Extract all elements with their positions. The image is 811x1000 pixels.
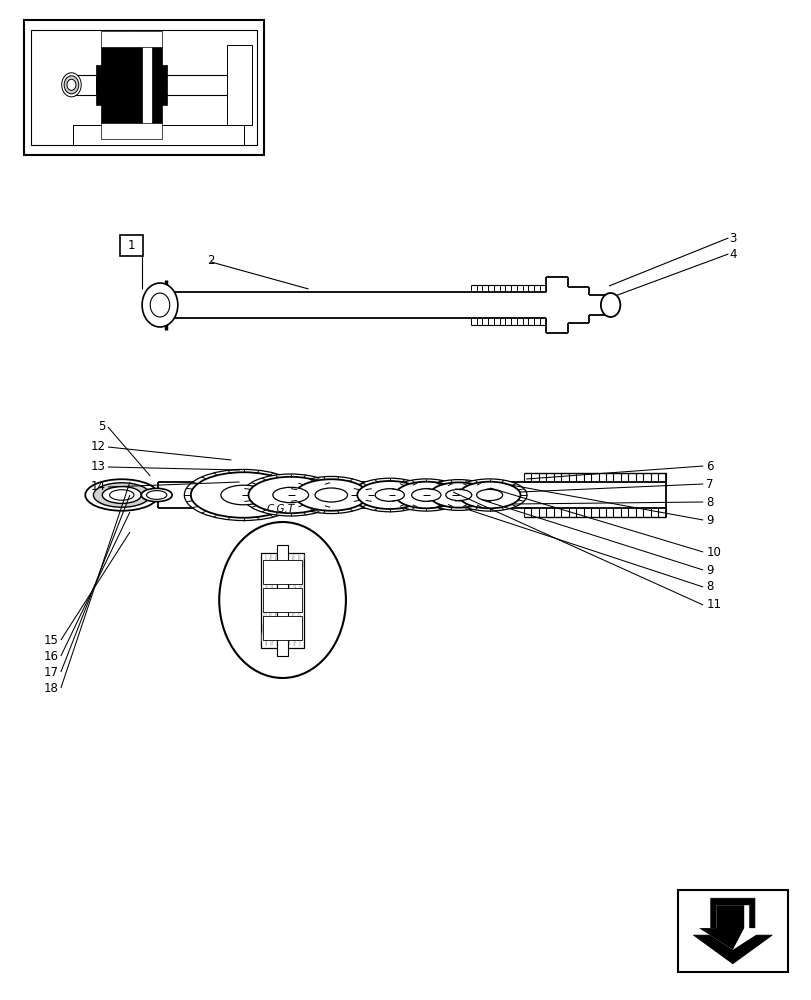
Ellipse shape [146, 491, 167, 499]
Text: 16: 16 [44, 650, 58, 662]
Ellipse shape [248, 477, 333, 513]
Bar [24, 20, 264, 155]
Text: 7: 7 [706, 478, 713, 490]
Ellipse shape [350, 478, 428, 512]
Text: 1: 1 [127, 239, 135, 252]
Bar [142, 35, 152, 135]
Text: 8: 8 [706, 495, 713, 508]
Ellipse shape [102, 487, 141, 503]
Polygon shape [693, 898, 771, 964]
Text: 4: 4 [728, 247, 736, 260]
Text: 15: 15 [44, 634, 58, 647]
Bar [677, 890, 787, 972]
Polygon shape [698, 905, 766, 950]
Bar [101, 31, 162, 47]
Ellipse shape [476, 489, 502, 501]
Bar [277, 544, 288, 656]
Text: 11: 11 [706, 598, 720, 611]
Circle shape [600, 293, 620, 317]
Bar [263, 588, 302, 612]
Polygon shape [698, 905, 743, 950]
Text: 14: 14 [91, 481, 105, 493]
Ellipse shape [242, 474, 339, 516]
Circle shape [150, 293, 169, 317]
Text: 2: 2 [207, 253, 214, 266]
Text: 3: 3 [728, 232, 736, 244]
Bar [263, 560, 302, 584]
Ellipse shape [388, 479, 463, 511]
Text: 6: 6 [706, 460, 713, 473]
Text: 13: 13 [91, 460, 105, 474]
Circle shape [67, 79, 76, 90]
Bar [96, 65, 167, 105]
Ellipse shape [191, 472, 296, 518]
Circle shape [142, 283, 178, 327]
Bar [227, 45, 251, 125]
Ellipse shape [288, 476, 374, 514]
Text: 5: 5 [98, 420, 105, 434]
Bar [73, 125, 243, 145]
Ellipse shape [423, 480, 494, 510]
Ellipse shape [458, 482, 520, 508]
Ellipse shape [411, 489, 440, 501]
Ellipse shape [184, 469, 303, 521]
Ellipse shape [294, 479, 367, 511]
Bar [101, 93, 162, 123]
Text: C.G.T: C.G.T [267, 504, 294, 514]
Bar [101, 47, 162, 77]
Text: 12: 12 [91, 440, 105, 454]
Ellipse shape [357, 481, 422, 509]
Ellipse shape [272, 487, 308, 503]
Circle shape [62, 73, 81, 97]
Ellipse shape [375, 489, 404, 501]
Ellipse shape [141, 488, 172, 502]
Bar [31, 30, 257, 145]
Bar [263, 616, 302, 640]
Ellipse shape [85, 479, 158, 511]
Text: 9: 9 [706, 564, 713, 576]
Ellipse shape [445, 489, 471, 501]
Bar [101, 123, 162, 139]
Bar [120, 235, 143, 256]
Text: 9: 9 [706, 514, 713, 526]
Text: 18: 18 [44, 682, 58, 694]
Ellipse shape [395, 482, 457, 508]
Ellipse shape [315, 488, 347, 502]
Ellipse shape [93, 483, 150, 507]
Circle shape [219, 522, 345, 678]
Circle shape [64, 76, 79, 94]
Bar [261, 552, 303, 648]
Ellipse shape [221, 485, 266, 505]
Text: 17: 17 [44, 666, 58, 678]
Text: 8: 8 [706, 580, 713, 593]
Ellipse shape [109, 490, 134, 500]
Text: 10: 10 [706, 546, 720, 558]
Ellipse shape [429, 482, 487, 508]
Ellipse shape [452, 479, 526, 511]
